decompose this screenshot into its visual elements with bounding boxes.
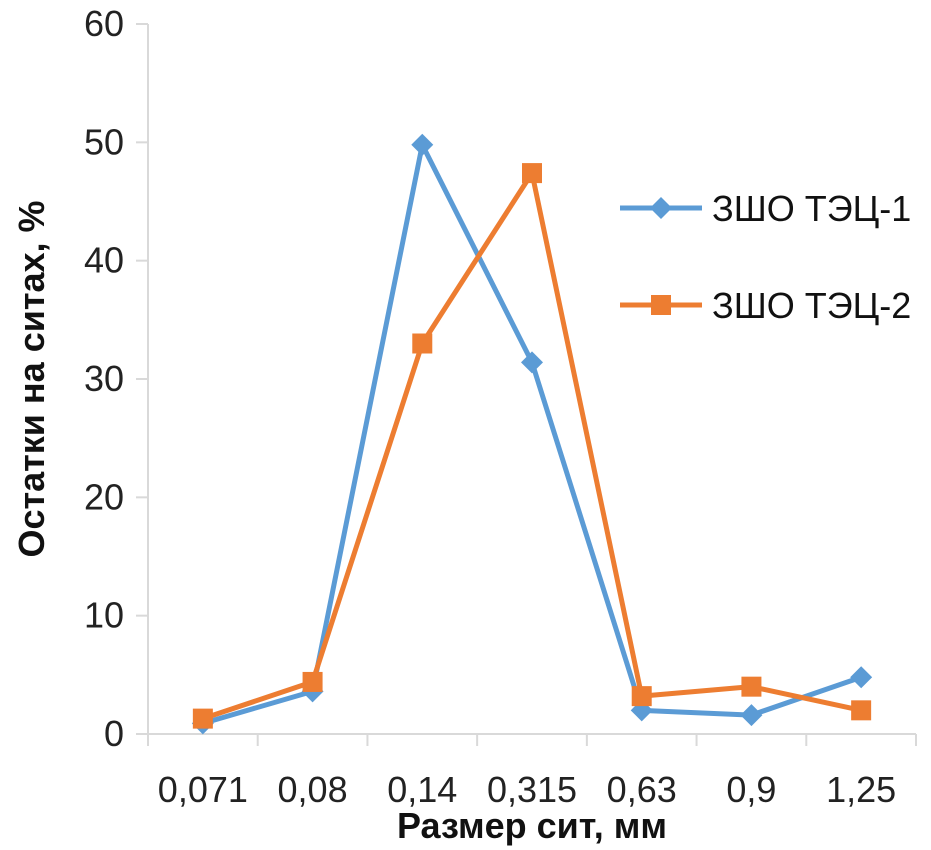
legend-label-series-1: ЗШО ТЭЦ-1: [712, 188, 911, 229]
data-point-square: [302, 671, 323, 692]
data-point-square: [522, 163, 542, 184]
data-point-diamond: [411, 133, 434, 156]
x-tick-label: 0,315: [487, 769, 577, 810]
y-tick-label: 30: [84, 358, 124, 399]
y-tick-label: 60: [84, 3, 124, 44]
y-tick-label: 40: [84, 240, 124, 281]
x-tick-label: 0,14: [387, 769, 457, 810]
legend-label-series-2: ЗШО ТЭЦ-2: [712, 285, 911, 326]
x-tick-label: 0,071: [158, 769, 248, 810]
data-point-square: [631, 686, 652, 707]
y-tick-label: 10: [84, 595, 124, 636]
y-axis-title: Остатки на ситах, %: [11, 200, 52, 557]
series-layer: [191, 133, 873, 735]
legend-marker-square-icon: [651, 295, 671, 315]
legend-marker-diamond-icon: [650, 197, 672, 219]
legend-item-series-1: ЗШО ТЭЦ-1: [620, 188, 911, 229]
series-line: [202, 142, 862, 726]
x-tick-label: 1,25: [826, 769, 896, 810]
legend-item-series-2: ЗШО ТЭЦ-2: [620, 285, 911, 326]
x-tick-label: 0,08: [278, 769, 348, 810]
data-point-diamond: [850, 666, 873, 689]
y-tick-label: 20: [84, 476, 124, 517]
data-point-square: [741, 676, 762, 697]
series-line: [202, 170, 862, 721]
legend: ЗШО ТЭЦ-1 ЗШО ТЭЦ-2: [620, 188, 911, 326]
y-tick-label: 0: [104, 713, 124, 754]
x-tick-label: 0,9: [726, 769, 776, 810]
data-point-square: [851, 700, 872, 721]
y-axis-ticks: 0 10 20 30 40 50 60: [84, 3, 148, 754]
x-axis-title: Размер сит, мм: [397, 805, 667, 846]
x-tick-label: 0,63: [607, 769, 677, 810]
series-2: [192, 163, 872, 729]
data-point-diamond: [740, 704, 763, 727]
data-point-diamond: [521, 351, 543, 374]
data-point-square: [412, 333, 433, 354]
data-point-square: [192, 708, 213, 729]
x-axis-ticks: 0,071 0,08 0,14 0,315 0,63 0,9 1,25: [147, 734, 917, 810]
y-tick-label: 50: [84, 121, 124, 162]
